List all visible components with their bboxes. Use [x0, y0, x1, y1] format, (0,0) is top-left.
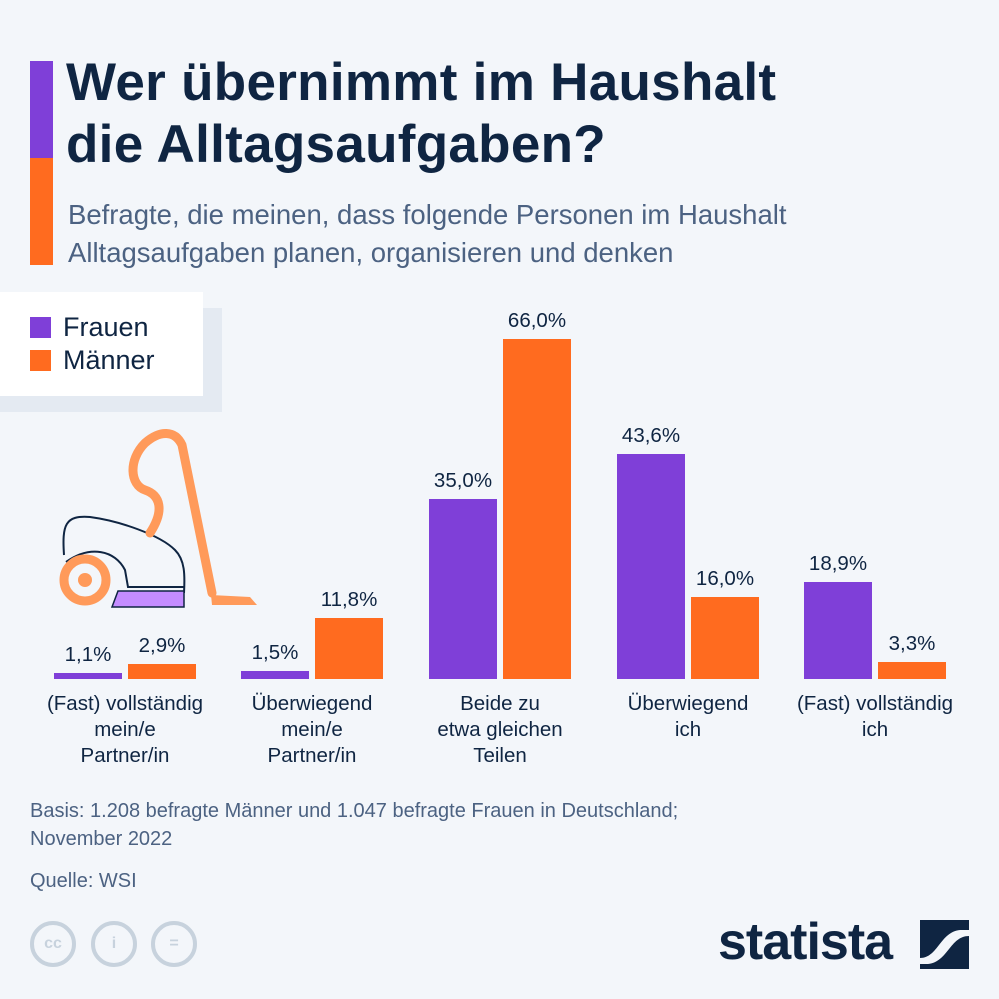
no-derivatives-icon[interactable]: = — [151, 921, 197, 967]
category-label-4: (Fast) vollständig ich — [796, 692, 954, 741]
accent-bar — [30, 61, 53, 265]
bar-maenner-2 — [503, 339, 571, 679]
data-label-frauen-4: 18,9% — [808, 551, 868, 575]
accent-bar-orange — [30, 158, 53, 265]
category-label-1: Überwiegend mein/e Partner/in — [251, 692, 373, 767]
chart-subtitle: Befragte, die meinen, dass folgende Pers… — [68, 199, 787, 268]
data-label-frauen-0: 1,1% — [64, 643, 112, 667]
legend-label-frauen: Frauen — [63, 312, 149, 342]
bar-frauen-2 — [429, 498, 497, 679]
data-label-maenner-3: 16,0% — [695, 566, 755, 590]
accent-bar-purple — [30, 61, 53, 158]
attribution-icon[interactable]: i — [91, 921, 137, 967]
bar-frauen-4 — [804, 581, 872, 679]
data-label-maenner-1: 11,8% — [320, 588, 378, 612]
footer-basis: Basis: 1.208 befragte Männer und 1.047 b… — [30, 800, 679, 850]
statista-logo[interactable]: statista — [718, 913, 893, 971]
legend-label-maenner: Männer — [63, 345, 155, 375]
chart-title: Wer übernimmt im Haushalt die Alltagsauf… — [66, 53, 777, 174]
category-label-2: Beide zu etwa gleichen Teilen — [437, 692, 563, 767]
data-label-frauen-2: 35,0% — [433, 468, 493, 492]
data-label-frauen-1: 1,5% — [251, 641, 299, 665]
data-label-frauen-3: 43,6% — [621, 424, 681, 448]
vacuum-cleaner-icon — [59, 429, 257, 608]
legend-item-frauen: Frauen — [30, 312, 149, 343]
data-label-maenner-2: 66,0% — [507, 309, 567, 333]
legend-swatch-frauen — [30, 317, 51, 338]
bar-frauen-0 — [54, 673, 122, 679]
category-label-0: (Fast) vollständig mein/e Partner/in — [46, 692, 204, 767]
data-label-maenner-0: 2,9% — [138, 634, 186, 658]
no-derivatives-icon-glyph: = — [169, 935, 179, 952]
legend-item-maenner: Männer — [30, 345, 155, 376]
bar-maenner-0 — [128, 664, 196, 679]
legend-swatch-maenner — [30, 350, 51, 371]
cc-icon-glyph: cc — [44, 935, 62, 952]
cc-icon[interactable]: cc — [30, 921, 76, 967]
data-label-maenner-4: 3,3% — [888, 632, 936, 655]
statista-logo-mark-icon — [920, 920, 969, 969]
category-label-3: Überwiegend ich — [627, 692, 749, 741]
bar-frauen-3 — [617, 454, 685, 679]
attribution-icon-glyph: i — [111, 935, 117, 952]
legend: Frauen Männer — [0, 292, 203, 396]
bar-frauen-1 — [241, 671, 309, 679]
bar-maenner-1 — [315, 618, 383, 679]
bar-maenner-3 — [691, 596, 759, 679]
footer-source: Quelle: WSI — [30, 870, 137, 892]
bar-maenner-4 — [878, 662, 946, 679]
